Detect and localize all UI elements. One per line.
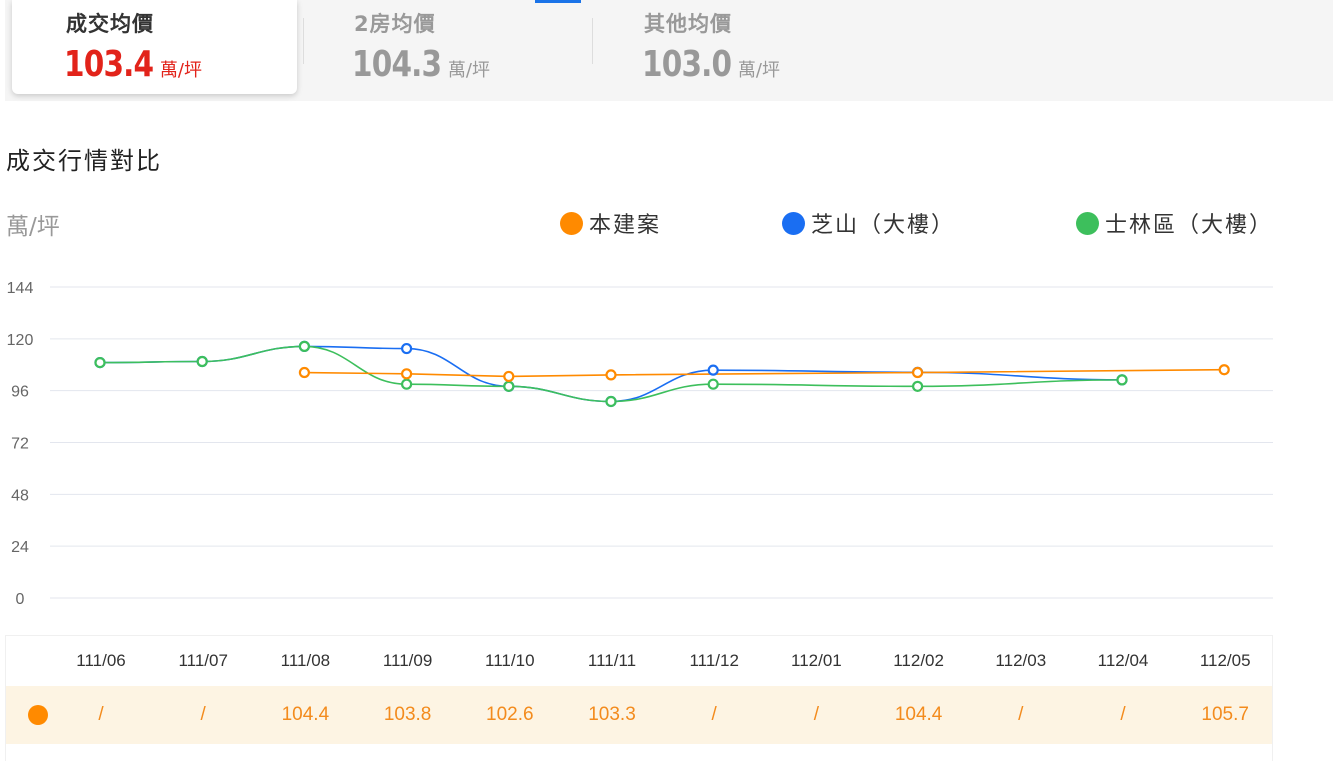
legend-dot-icon [560, 211, 583, 235]
table-cell: 105.7 [1201, 704, 1249, 725]
data-point[interactable] [298, 366, 310, 379]
series-color-dot-icon [28, 705, 48, 725]
price-table: 111/06 111/07 111/08 111/09 111/10 111/11 111/… [5, 635, 1273, 761]
y-tick-label: 24 [11, 539, 29, 556]
legend-label: 士林區（大樓） [1105, 213, 1274, 238]
tab-title: 成交均價 [66, 12, 154, 36]
series-line [304, 368, 1225, 378]
table-cell: / [813, 704, 820, 725]
tab-price-unit: 萬/坪 [159, 60, 202, 81]
y-tick-label: 120 [7, 332, 34, 349]
table-header-cell: 112/02 [893, 651, 944, 670]
data-point[interactable] [1116, 374, 1128, 386]
table-cell: 102.6 [486, 704, 534, 725]
table-header-cell: 112/05 [1199, 651, 1251, 670]
legend-label: 本建案 [589, 213, 662, 238]
y-axis-unit-label: 萬/坪 [6, 214, 60, 240]
tab-price-value: 103.4 [64, 44, 154, 85]
data-point[interactable] [707, 364, 719, 376]
table-cell: 104.4 [281, 704, 330, 725]
table-cell: 104.4 [894, 704, 943, 725]
top-accent-bar [535, 0, 581, 3]
tab-divider [592, 18, 593, 64]
y-tick-label: 48 [11, 487, 29, 504]
data-point[interactable] [401, 378, 413, 390]
table-header-cell: 111/12 [689, 651, 739, 670]
tab-price-unit: 萬/坪 [447, 60, 490, 81]
price-trend-chart: 144 120 96 72 48 24 0 [7, 280, 1273, 608]
data-point[interactable] [911, 380, 924, 392]
table-cell: 103.8 [383, 704, 432, 725]
data-point[interactable] [401, 342, 413, 355]
data-point[interactable] [707, 378, 719, 390]
data-point[interactable] [911, 366, 924, 379]
table-header-cell: 111/08 [280, 651, 331, 670]
data-point[interactable] [298, 340, 310, 352]
table-cell: / [98, 704, 104, 725]
table-header-cell: 111/11 [587, 651, 637, 670]
y-tick-label: 72 [11, 436, 29, 453]
data-point[interactable] [401, 368, 413, 380]
data-point[interactable] [503, 370, 515, 383]
tab-divider [303, 18, 304, 64]
tab-title: 2房均價 [354, 12, 436, 36]
legend-dot-icon [782, 211, 805, 235]
section-title: 成交行情對比 [6, 147, 162, 175]
table-header-cell: 112/04 [1097, 651, 1149, 670]
table-header-row: 111/06 111/07 111/08 111/09 111/10 111/11 111/… [6, 636, 1272, 686]
legend-dot-icon [1076, 211, 1099, 235]
table-header-cell: 111/07 [178, 651, 228, 670]
table-cell: 103.3 [588, 704, 636, 725]
tab-transaction-avg[interactable]: 成交均價 103.4 萬/坪 [12, 0, 297, 94]
legend-label: 芝山（大樓） [811, 213, 956, 238]
data-point[interactable] [605, 369, 617, 381]
y-tick-label: 144 [7, 280, 34, 297]
table-header-cell: 112/03 [995, 651, 1047, 670]
table-cell: / [711, 704, 717, 725]
series-line [99, 345, 1123, 403]
table-cell: / [200, 704, 206, 725]
tab-price-value: 103.0 [642, 44, 732, 85]
table-row: / / 104.4 103.8 102.6 103.3 / / 104.4 / / 105.7 [6, 686, 1272, 744]
legend-item-project[interactable]: 本建案 [560, 208, 661, 238]
tab-2room-avg[interactable]: 2房均價 104.3 萬/坪 [300, 0, 590, 94]
legend-item-zhishan[interactable]: 芝山（大樓） [782, 208, 955, 238]
data-point[interactable] [1218, 364, 1230, 376]
table-cell: / [1018, 704, 1024, 725]
tab-price-value: 104.3 [352, 44, 442, 85]
data-point[interactable] [196, 355, 208, 368]
table-header-cell: 111/10 [485, 651, 535, 670]
data-point[interactable] [94, 356, 106, 369]
tab-price-unit: 萬/坪 [737, 60, 780, 81]
y-tick-label: 96 [11, 384, 29, 401]
legend-item-shilin[interactable]: 士林區（大樓） [1076, 208, 1273, 238]
table-header-cell: 111/06 [76, 651, 126, 670]
data-point[interactable] [605, 395, 617, 408]
tab-title: 其他均價 [644, 12, 732, 36]
table-cell: / [1120, 704, 1126, 725]
table-header-cell: 112/01 [791, 651, 842, 670]
table-header-cell: 111/09 [382, 651, 433, 670]
y-tick-label: 0 [16, 591, 25, 608]
data-point[interactable] [503, 380, 515, 392]
tab-other-avg[interactable]: 其他均價 103.0 萬/坪 [590, 0, 880, 94]
